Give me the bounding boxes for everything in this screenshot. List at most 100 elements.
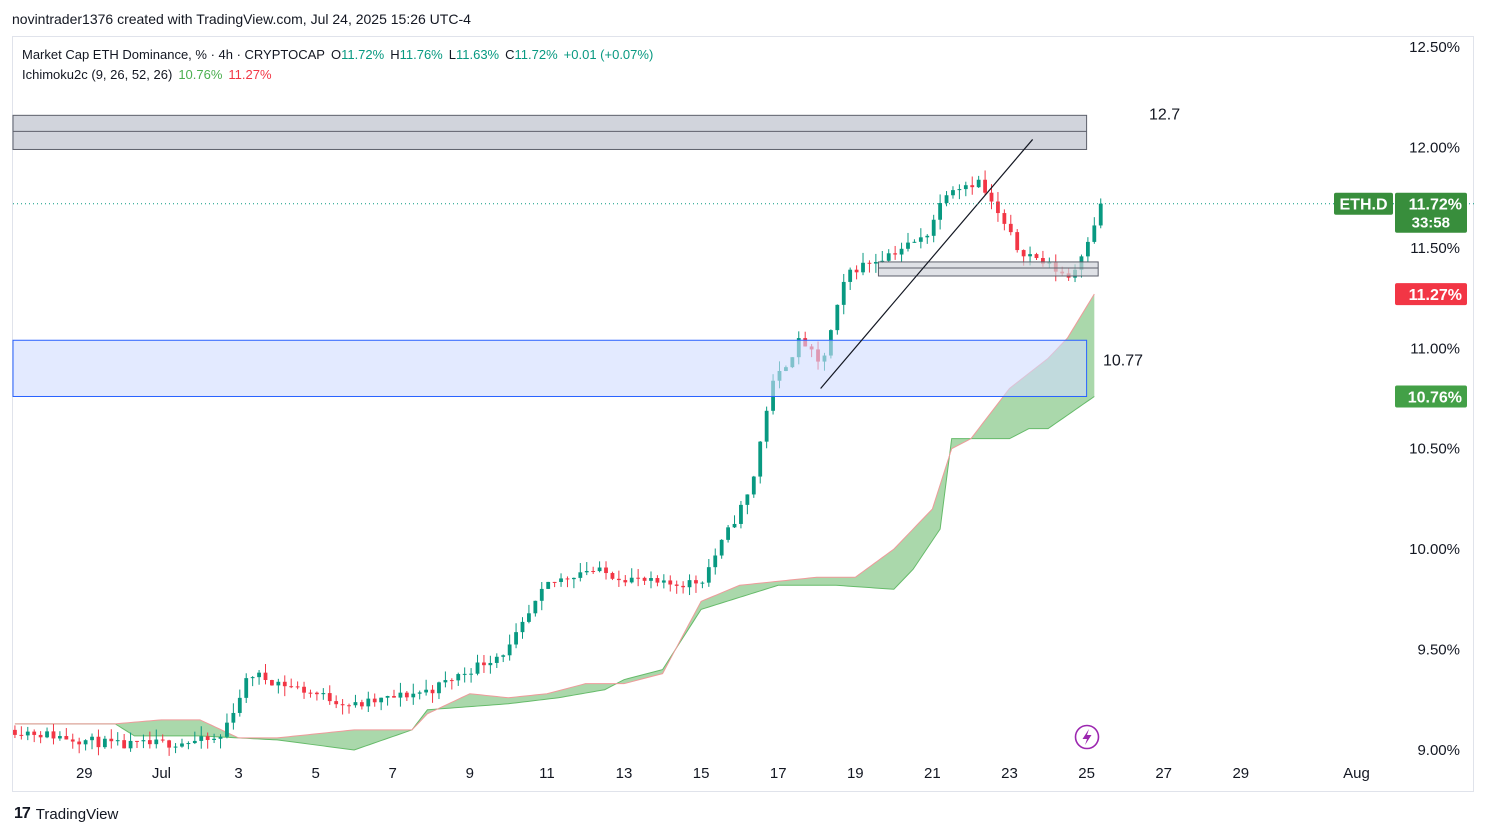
price-badges: ETH.D 11.72%33:58 11.27% 10.76% [1334, 192, 1467, 408]
candle-body [385, 695, 390, 698]
candle-body [854, 269, 859, 273]
candle-body [334, 701, 339, 705]
candle-body [873, 261, 878, 264]
candle-body [1092, 225, 1097, 242]
candle-body [32, 731, 37, 735]
candle-body [122, 740, 127, 749]
candle-body [411, 693, 416, 698]
time-tick-label: 23 [1001, 765, 1018, 782]
candle-body [51, 731, 56, 739]
candle-body [661, 580, 666, 583]
trendline[interactable] [820, 139, 1034, 389]
candle-body [610, 573, 615, 579]
time-tick-label: 9 [466, 765, 474, 782]
candle-body [571, 577, 576, 580]
candle-body [1028, 254, 1032, 257]
candle-body [13, 729, 17, 735]
candle-body [295, 686, 300, 688]
candle-body [147, 740, 152, 745]
time-tick-label: 17 [770, 765, 787, 782]
blue-zone[interactable] [12, 339, 1088, 397]
candle-body [533, 600, 538, 614]
time-tick-label: 7 [389, 765, 397, 782]
candle-body [559, 578, 563, 582]
time-tick-label: Aug [1343, 765, 1370, 782]
candle-body [340, 704, 345, 706]
candle-body [456, 674, 461, 681]
candle-body [642, 577, 647, 581]
span-a-badge [1395, 385, 1467, 408]
candle-body [514, 632, 518, 645]
price-tick-label: 12.50% [1409, 39, 1460, 56]
candle-body [359, 702, 364, 707]
candle-body [546, 581, 551, 589]
countdown-text: 33:58 [1412, 215, 1450, 232]
candle-body [835, 304, 840, 331]
candle-body [128, 740, 133, 749]
time-tick-label: 29 [76, 765, 93, 782]
candle-body [732, 523, 737, 528]
candle-body [353, 702, 358, 706]
price-tick-label: 11.00% [1410, 340, 1460, 357]
candle-body [970, 185, 975, 188]
upper-zone-label: 12.7 [1149, 106, 1180, 123]
candle-body [462, 673, 467, 675]
indicator-value-span-b: 11.27% [228, 67, 272, 82]
candle-body [597, 567, 602, 572]
candle-body [109, 738, 114, 742]
time-tick-label: 15 [693, 765, 710, 782]
grey-support-zone[interactable] [877, 261, 1099, 277]
symbol-legend-row[interactable]: Market Cap ETH Dominance, % · 4h · CRYPT… [22, 45, 653, 65]
candle-body [861, 262, 865, 273]
candle-body [167, 740, 172, 748]
indicator-value-span-a: 10.76% [178, 67, 223, 82]
candle-body [263, 672, 268, 681]
candle-body [918, 237, 923, 242]
candle-body [308, 692, 313, 694]
open-label: O [330, 47, 342, 62]
upper-zone[interactable] [12, 114, 1088, 150]
candle-body [951, 190, 955, 196]
candle-body [90, 736, 94, 741]
candle-body [893, 253, 898, 255]
span-b-line [14, 293, 1095, 739]
candle-body [437, 682, 441, 694]
time-tick-label: 11 [539, 765, 555, 782]
candle-body [649, 578, 653, 581]
candle-body [257, 672, 261, 678]
price-axis[interactable]: 12.50% 12.00% 11.50% 11.00% 10.50% 10.00% 9.50… [1409, 39, 1460, 759]
candle-body [912, 241, 917, 243]
candle-body [886, 253, 891, 261]
candle-body [996, 201, 1000, 214]
price-tick-label: 9.00% [1417, 742, 1460, 759]
candle-body [417, 692, 422, 694]
symbol-badge [1334, 192, 1393, 215]
candle-body [58, 736, 62, 739]
indicator-legend-row[interactable]: Ichimoku2c (9, 26, 52, 26) 10.76% 11.27% [22, 65, 653, 85]
candle-body [758, 441, 763, 477]
price-tick-label: 10.50% [1409, 441, 1460, 458]
candle-body [1002, 213, 1007, 224]
lightning-button[interactable] [1074, 724, 1100, 750]
time-axis[interactable]: 29 Jul 3 5 7 9 11 13 15 17 19 21 23 25 27 29 Aug [76, 765, 1370, 782]
candles [13, 170, 1103, 756]
close-value: 11.72% [514, 47, 558, 62]
candle-body [469, 673, 473, 675]
time-tick-label: 3 [234, 765, 242, 782]
candle-body [578, 572, 583, 578]
candle-body [931, 219, 936, 236]
candle-body [1085, 241, 1090, 257]
price-tick-label: 9.50% [1417, 642, 1460, 659]
candle-body [616, 578, 621, 581]
candle-body [404, 692, 409, 698]
candle-body [1034, 254, 1039, 259]
candle-body [237, 697, 242, 713]
candle-body [591, 570, 596, 572]
low-value: 11.63% [455, 47, 500, 62]
candle-body [250, 677, 255, 679]
candle-body [173, 746, 178, 748]
tradingview-footer[interactable]: 17 TradingView [14, 805, 118, 823]
candle-body [96, 736, 101, 748]
last-price-text: 11.72% [1409, 197, 1462, 214]
